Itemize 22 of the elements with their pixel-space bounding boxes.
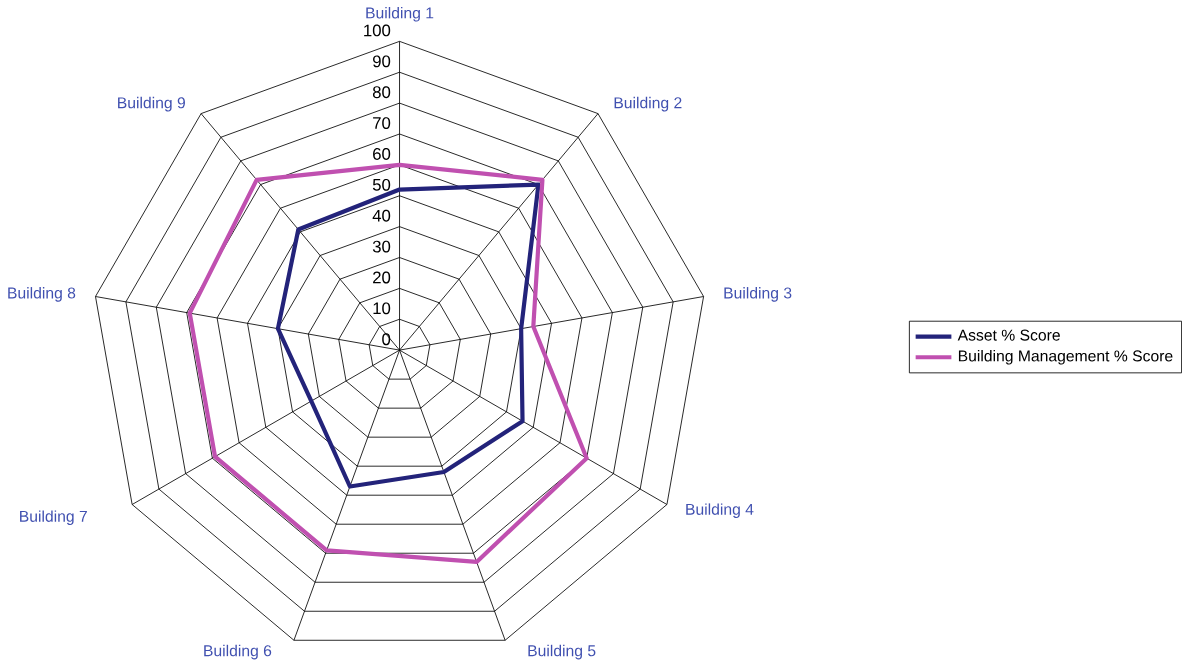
y-tick-label: 20 [373,271,391,284]
y-tick-label: 70 [373,116,391,129]
spoke-label: Building 3 [724,286,792,302]
spoke-label: Building 1 [366,6,434,22]
y-tick-label: 60 [373,147,391,160]
legend-label: Building Management % Score [958,349,1173,365]
spoke-label: Building 8 [8,286,76,302]
y-tick-label: 90 [373,55,391,68]
y-tick-label: 10 [373,302,391,315]
spoke-label: Building 4 [686,503,754,518]
legend-label: Asset % Score [957,329,1060,341]
y-tick-label: 0 [382,333,391,345]
y-tick-label: 40 [372,209,391,222]
y-tick-label: 100 [364,24,391,37]
spoke-label: Building 9 [118,96,185,112]
spoke-label: Building 7 [20,510,87,525]
y-tick-label: 30 [372,240,391,253]
y-tick-label: 80 [372,86,391,98]
spoke-label: Building 2 [614,96,682,112]
spoke-label: Building 5 [528,644,596,660]
y-tick-label: 50 [372,178,391,191]
spoke-label: Building 6 [204,644,272,660]
